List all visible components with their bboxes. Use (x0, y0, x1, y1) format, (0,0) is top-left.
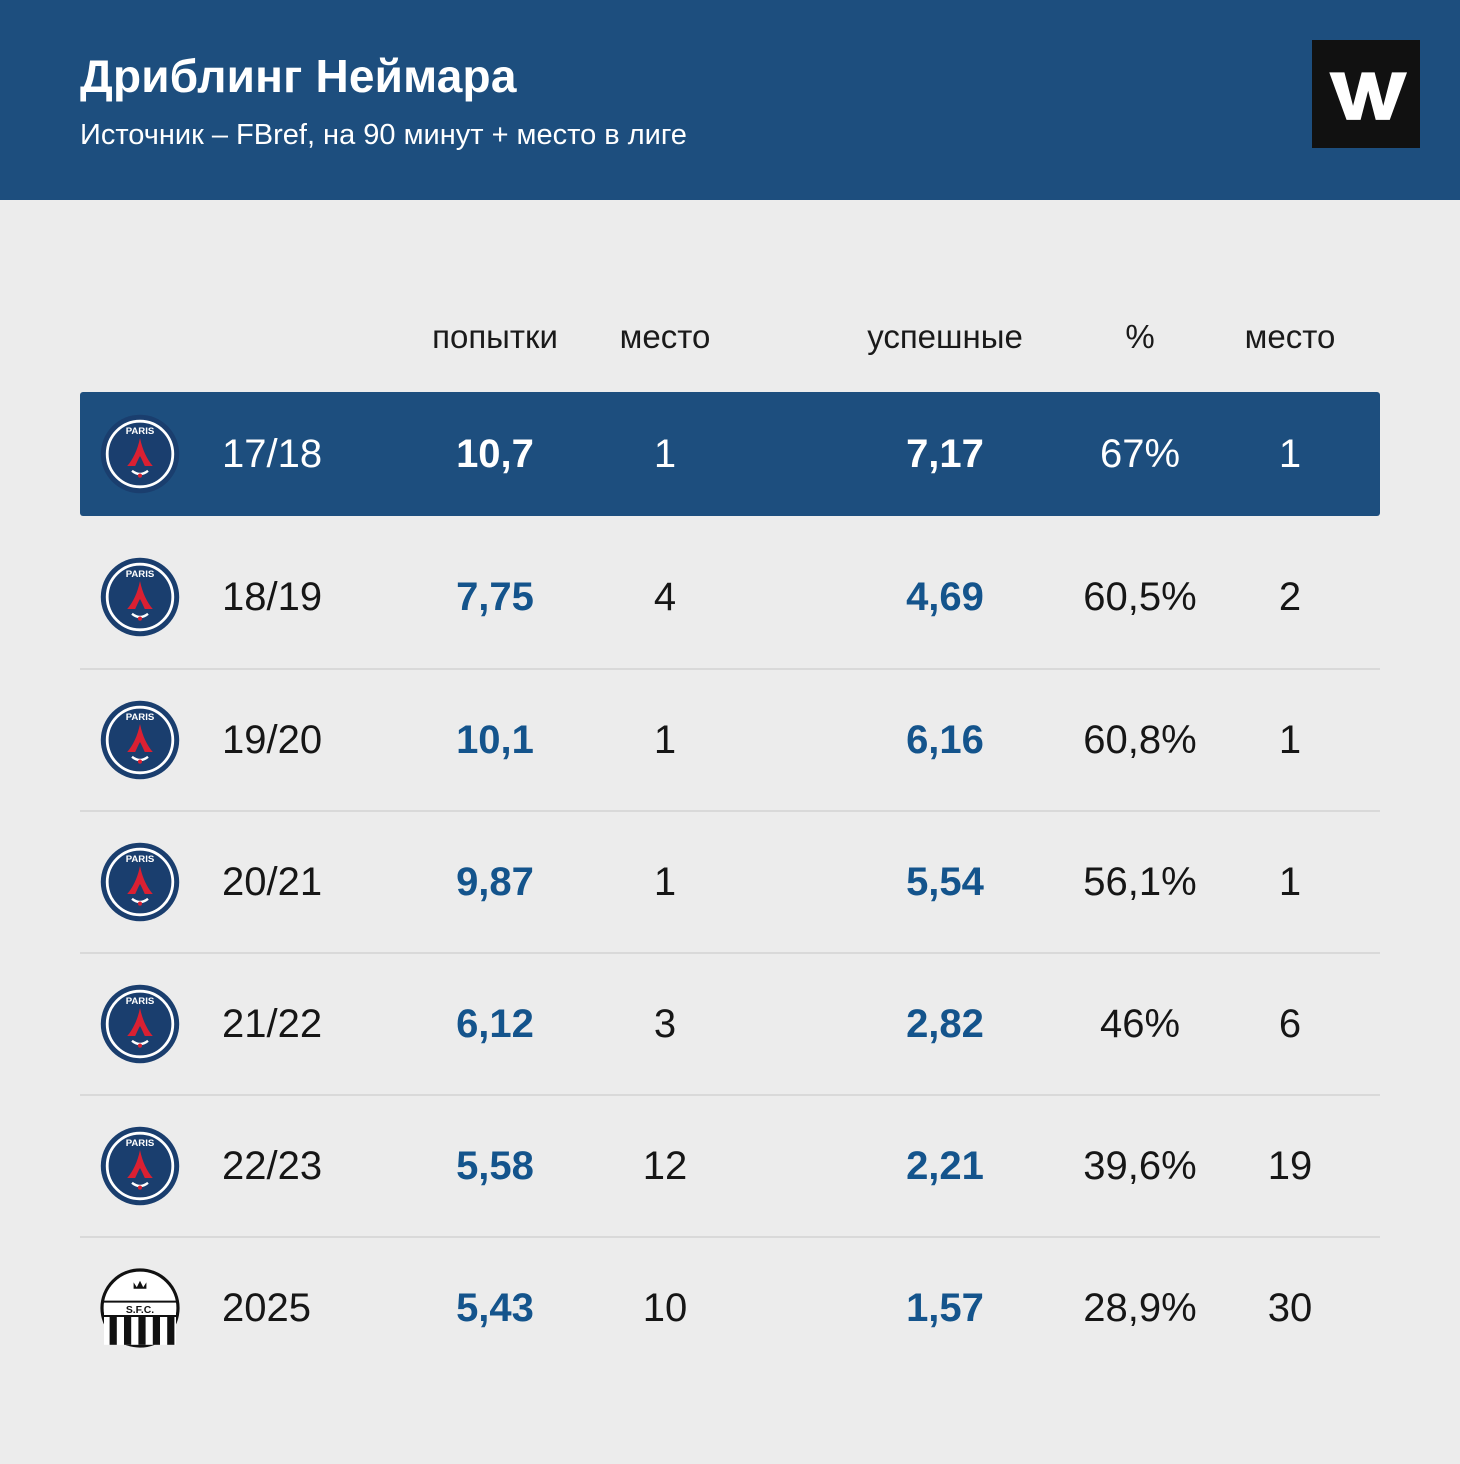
attempts-rank-value: 1 (653, 717, 677, 762)
col-header-pct: % (1125, 318, 1155, 355)
attempts-rank-value: 3 (653, 1001, 677, 1046)
col-header-attempts: попытки (432, 318, 558, 355)
success-pct-value: 39,6% (1083, 1143, 1197, 1188)
attempts-rank-value: 1 (653, 859, 677, 904)
santos-crest-icon: S.F.C. (100, 1268, 180, 1348)
col-header-successful: успешные (867, 318, 1023, 355)
attempts-value: 10,1 (456, 717, 534, 762)
season-label: 17/18 (222, 431, 323, 476)
psg-crest-icon: PARIS (100, 984, 180, 1064)
attempts-value: 5,58 (456, 1143, 534, 1188)
club-logo-cell: PARIS (80, 1268, 200, 1348)
successful-value: 2,21 (906, 1143, 984, 1188)
svg-text:PARIS: PARIS (126, 712, 155, 723)
svg-text:PARIS: PARIS (126, 569, 155, 580)
attempts-rank-value: 12 (642, 1143, 688, 1188)
psg-crest-icon: PARIS (100, 557, 180, 637)
successful-value: 6,16 (906, 717, 984, 762)
stats-table: PARIS (80, 392, 1380, 1378)
successful-value: 4,69 (906, 574, 984, 619)
attempts-rank-value: 1 (653, 431, 677, 476)
season-label: 21/22 (222, 1001, 323, 1046)
pct-rank-value: 1 (1278, 717, 1302, 762)
col-header-place-pct: место (1244, 318, 1336, 355)
table-row: PARIS (80, 952, 1380, 1094)
successful-value: 5,54 (906, 859, 984, 904)
club-logo-cell: PARIS (80, 557, 200, 637)
svg-text:PARIS: PARIS (126, 426, 155, 437)
success-pct-value: 28,9% (1083, 1285, 1197, 1330)
psg-crest-icon: PARIS (100, 1126, 180, 1206)
attempts-value: 5,43 (456, 1285, 534, 1330)
attempts-value: 9,87 (456, 859, 534, 904)
svg-text:PARIS: PARIS (126, 1138, 155, 1149)
header-banner: Дриблинг Неймара Источник – FBref, на 90… (0, 0, 1460, 200)
pct-rank-value: 2 (1278, 574, 1302, 619)
pct-rank-value: 19 (1267, 1143, 1313, 1188)
page-title: Дриблинг Неймара (80, 49, 517, 102)
col-header-place-attempts: место (619, 318, 711, 355)
source-subtitle: Источник – FBref, на 90 минут + место в … (80, 118, 687, 151)
table-row: PARIS (80, 1236, 1380, 1378)
season-label: 18/19 (222, 574, 323, 619)
success-pct-value: 67% (1099, 431, 1181, 476)
svg-text:PARIS: PARIS (126, 854, 155, 865)
successful-value: 2,82 (906, 1001, 984, 1046)
brand-w-logo-icon (1312, 40, 1420, 148)
pct-rank-value: 6 (1278, 1001, 1302, 1046)
attempts-value: 6,12 (456, 1001, 534, 1046)
table-row: PARIS (80, 810, 1380, 952)
svg-text:S.F.C.: S.F.C. (126, 1305, 154, 1316)
success-pct-value: 56,1% (1083, 859, 1197, 904)
successful-value: 7,17 (906, 431, 984, 476)
season-label: 20/21 (222, 859, 323, 904)
club-logo-cell: PARIS (80, 984, 200, 1064)
season-label: 22/23 (222, 1143, 323, 1188)
table-row: PARIS (80, 1094, 1380, 1236)
success-pct-value: 60,5% (1083, 574, 1197, 619)
pct-rank-value: 30 (1267, 1285, 1313, 1330)
club-logo-cell: PARIS (80, 700, 200, 780)
svg-text:PARIS: PARIS (126, 996, 155, 1007)
success-pct-value: 60,8% (1083, 717, 1197, 762)
club-logo-cell: PARIS (80, 1126, 200, 1206)
psg-crest-icon: PARIS (100, 700, 180, 780)
pct-rank-value: 1 (1278, 431, 1302, 476)
table-column-headers: попытки место успешные % место (80, 318, 1380, 356)
pct-rank-value: 1 (1278, 859, 1302, 904)
club-logo-cell: PARIS (80, 842, 200, 922)
club-logo-cell: PARIS (80, 414, 200, 494)
table-row: PARIS (80, 526, 1380, 668)
table-row: PARIS (80, 668, 1380, 810)
psg-crest-icon: PARIS (100, 842, 180, 922)
season-label: 2025 (222, 1285, 311, 1330)
attempts-value: 10,7 (456, 431, 534, 476)
psg-crest-icon: PARIS (100, 414, 180, 494)
attempts-value: 7,75 (456, 574, 534, 619)
successful-value: 1,57 (906, 1285, 984, 1330)
attempts-rank-value: 10 (642, 1285, 688, 1330)
attempts-rank-value: 4 (653, 574, 677, 619)
season-label: 19/20 (222, 717, 323, 762)
success-pct-value: 46% (1099, 1001, 1181, 1046)
table-row: PARIS (80, 392, 1380, 516)
